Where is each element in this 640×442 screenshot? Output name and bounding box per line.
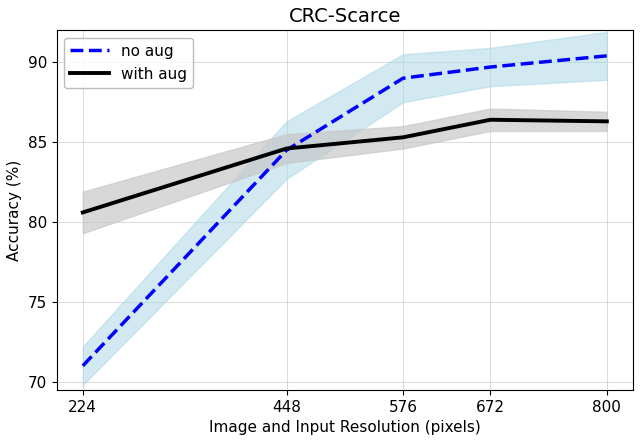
- Line: with aug: with aug: [83, 120, 607, 213]
- no aug: [603, 53, 611, 58]
- Line: no aug: no aug: [83, 56, 607, 366]
- with aug: [603, 119, 611, 124]
- with aug: [399, 135, 407, 140]
- no aug: [79, 363, 86, 369]
- no aug: [399, 76, 407, 81]
- no aug: [283, 148, 291, 153]
- Y-axis label: Accuracy (%): Accuracy (%): [7, 160, 22, 261]
- Title: CRC-Scarce: CRC-Scarce: [289, 7, 401, 26]
- Legend: no aug, with aug: no aug, with aug: [64, 38, 193, 88]
- no aug: [486, 65, 494, 70]
- with aug: [283, 146, 291, 151]
- X-axis label: Image and Input Resolution (pixels): Image and Input Resolution (pixels): [209, 420, 481, 435]
- with aug: [486, 117, 494, 122]
- with aug: [79, 210, 86, 215]
